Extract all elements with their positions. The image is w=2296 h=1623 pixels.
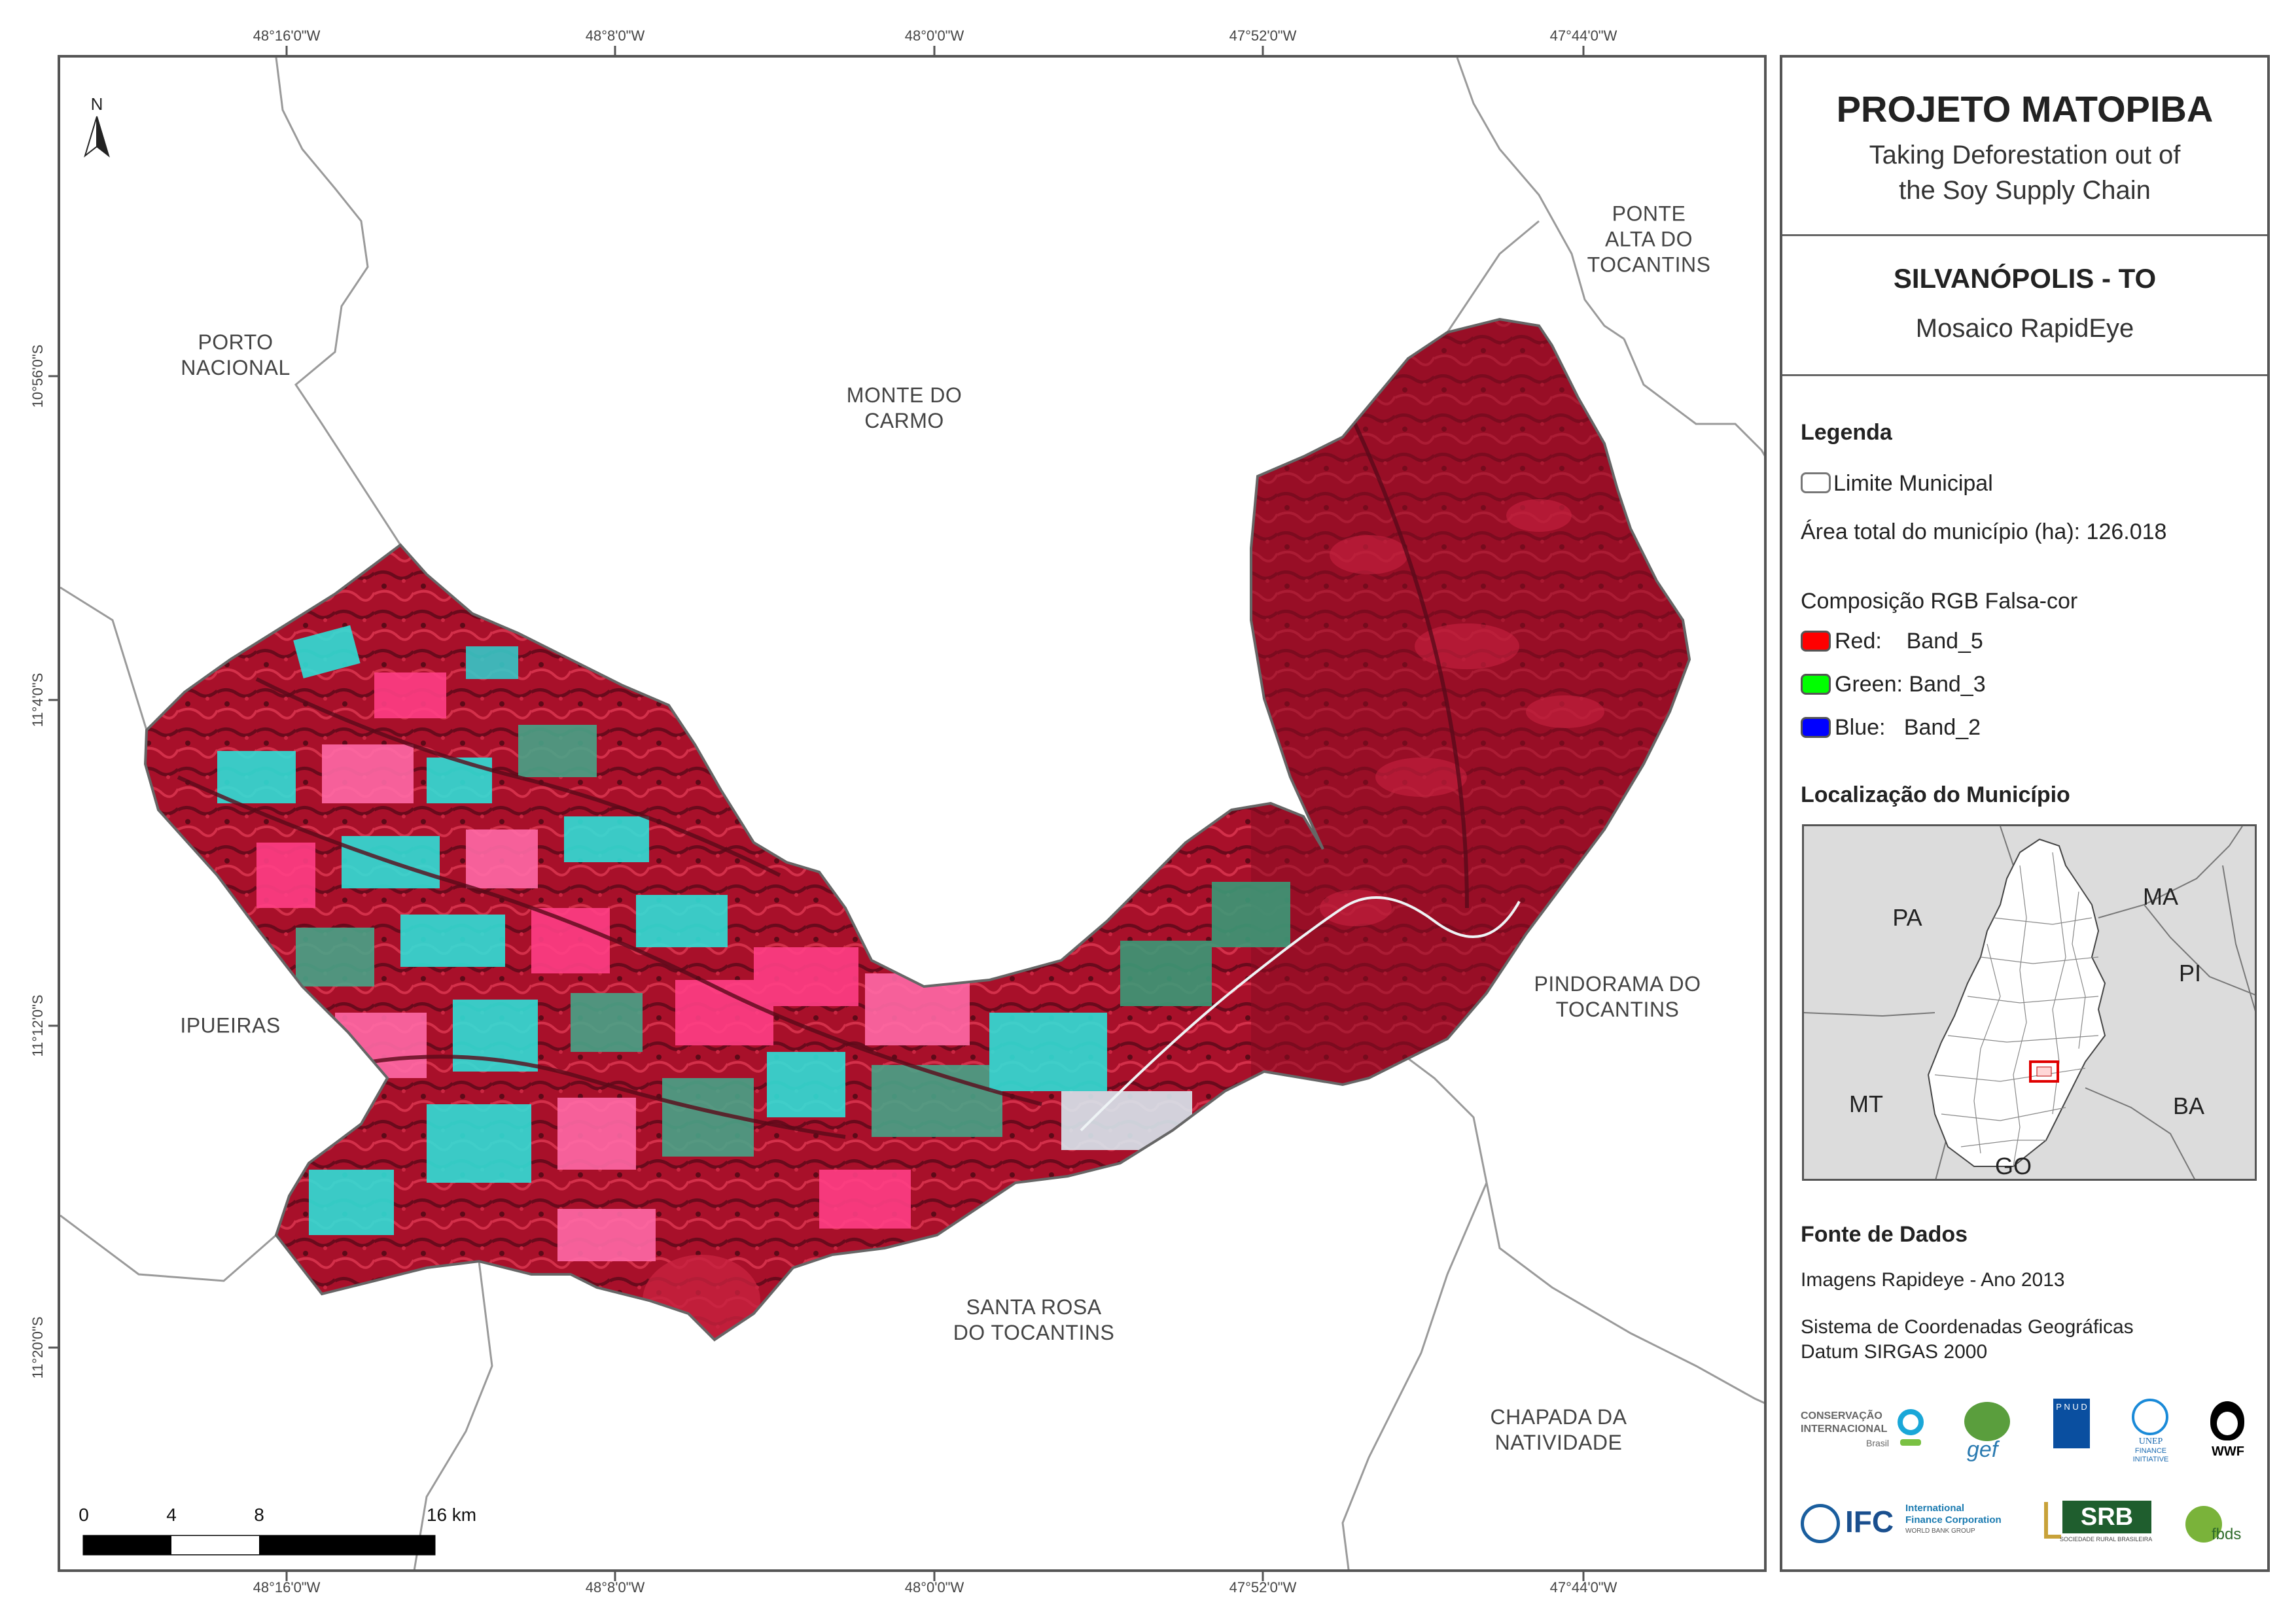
ifc-logo: IFC International Finance Corporation WO… xyxy=(1801,1500,2023,1550)
band-blue-label: Blue: Band_2 xyxy=(1835,715,1981,740)
band-blue-swatch xyxy=(1801,717,1831,738)
scale-label-4: 4 xyxy=(166,1505,177,1525)
map-canvas[interactable]: N xyxy=(60,58,1767,1572)
srb-logo: SRB SOCIEDADE RURAL BRASILEIRA xyxy=(2044,1498,2155,1550)
location-inset-map[interactable]: PA MA PI MT BA GO xyxy=(1802,824,2257,1181)
municipality-highlight xyxy=(2029,1060,2059,1083)
bottom-coord-3: 48°0'0"W xyxy=(904,1579,964,1596)
gef-logo: gef xyxy=(1959,1402,2024,1467)
conservacao-internacional-logo: CONSERVAÇÃO INTERNACIONAL Brasil xyxy=(1801,1405,1925,1464)
fbds-logo: fbds xyxy=(2181,1497,2247,1556)
state-label-mt: MT xyxy=(1849,1091,1883,1117)
composition-label: Composição RGB Falsa-cor xyxy=(1801,589,2078,614)
label-chapada: CHAPADA DA NATIVIDADE xyxy=(1490,1405,1627,1454)
label-ponte-alta: PONTE ALTA DO TOCANTINS xyxy=(1587,201,1711,277)
state-label-ba: BA xyxy=(2172,1092,2205,1119)
top-coord-3: 48°0'0"W xyxy=(904,27,964,44)
limit-label: Limite Municipal xyxy=(1833,471,1993,496)
top-coord-4: 47°52'0"W xyxy=(1229,27,1297,44)
label-pindorama: PINDORAMA DO TOCANTINS xyxy=(1534,972,1701,1021)
municipal-boundaries xyxy=(60,58,1764,1569)
tocantins-state xyxy=(1927,838,2106,1167)
scale-label-0: 0 xyxy=(79,1505,89,1525)
scale-label-8: 8 xyxy=(254,1505,264,1525)
label-porto-nacional: PORTO NACIONAL xyxy=(181,330,291,379)
scale-bar xyxy=(82,1535,436,1556)
unep-fi-logo: UNEP FINANCE INITIATIVE xyxy=(2123,1399,2181,1471)
silvanopolis-imagery xyxy=(145,319,1689,1340)
map-frame[interactable]: N PORTO NACIONAL MONTE DO CARMO PONTE AL… xyxy=(58,55,1767,1572)
label-santa-rosa: SANTA ROSA DO TOCANTINS xyxy=(953,1295,1115,1344)
info-panel: PROJETO MATOPIBA Taking Deforestation ou… xyxy=(1780,55,2270,1572)
state-label-go: GO xyxy=(1994,1153,2032,1179)
source-datum: Datum SIRGAS 2000 xyxy=(1801,1341,1988,1363)
bottom-coord-4: 47°52'0"W xyxy=(1229,1579,1297,1596)
band-red-label: Red: Band_5 xyxy=(1835,629,1983,654)
pnud-logo: P N U D xyxy=(2053,1399,2093,1471)
project-subtitle-2: the Soy Supply Chain xyxy=(1899,176,2151,205)
location-heading: Localização do Município xyxy=(1801,782,2070,807)
legend-heading: Legenda xyxy=(1801,420,1892,445)
divider-2 xyxy=(1782,374,2267,376)
top-coord-1: 48°16'0"W xyxy=(253,27,321,44)
band-green-label: Green: Band_3 xyxy=(1835,672,1986,697)
top-coord-2: 48°8'0"W xyxy=(585,27,645,44)
state-label-pa: PA xyxy=(1892,904,1922,931)
source-imagery: Imagens Rapideye - Ano 2013 xyxy=(1801,1269,2065,1291)
divider-1 xyxy=(1782,234,2267,236)
project-title: PROJETO MATOPIBA xyxy=(1836,88,2214,130)
wwf-logo: WWF xyxy=(2201,1399,2253,1471)
scale-label-16: 16 km xyxy=(426,1505,477,1525)
area-label: Área total do município (ha): 126.018 xyxy=(1801,519,2167,544)
bottom-coord-5: 47°44'0"W xyxy=(1549,1579,1617,1596)
north-label: N xyxy=(91,94,103,114)
label-monte-do-carmo: MONTE DO CARMO xyxy=(846,383,963,432)
north-arrow-icon xyxy=(84,116,110,158)
state-label-pi: PI xyxy=(2178,960,2202,986)
band-red-swatch xyxy=(1801,631,1831,652)
label-ipueiras: IPUEIRAS xyxy=(180,1013,281,1038)
limit-swatch xyxy=(1801,472,1831,493)
sources-heading: Fonte de Dados xyxy=(1801,1222,1968,1247)
top-coord-5: 47°44'0"W xyxy=(1549,27,1617,44)
bottom-coord-2: 48°8'0"W xyxy=(585,1579,645,1596)
mosaic-label: Mosaico RapidEye xyxy=(1915,314,2134,343)
source-coord-system: Sistema de Coordenadas Geográficas xyxy=(1801,1316,2134,1338)
state-label-ma: MA xyxy=(2143,883,2178,910)
bottom-coord-1: 48°16'0"W xyxy=(253,1579,321,1596)
project-subtitle-1: Taking Deforestation out of xyxy=(1869,141,2181,169)
band-green-swatch xyxy=(1801,674,1831,695)
municipality-title: SILVANÓPOLIS - TO xyxy=(1893,263,2157,294)
